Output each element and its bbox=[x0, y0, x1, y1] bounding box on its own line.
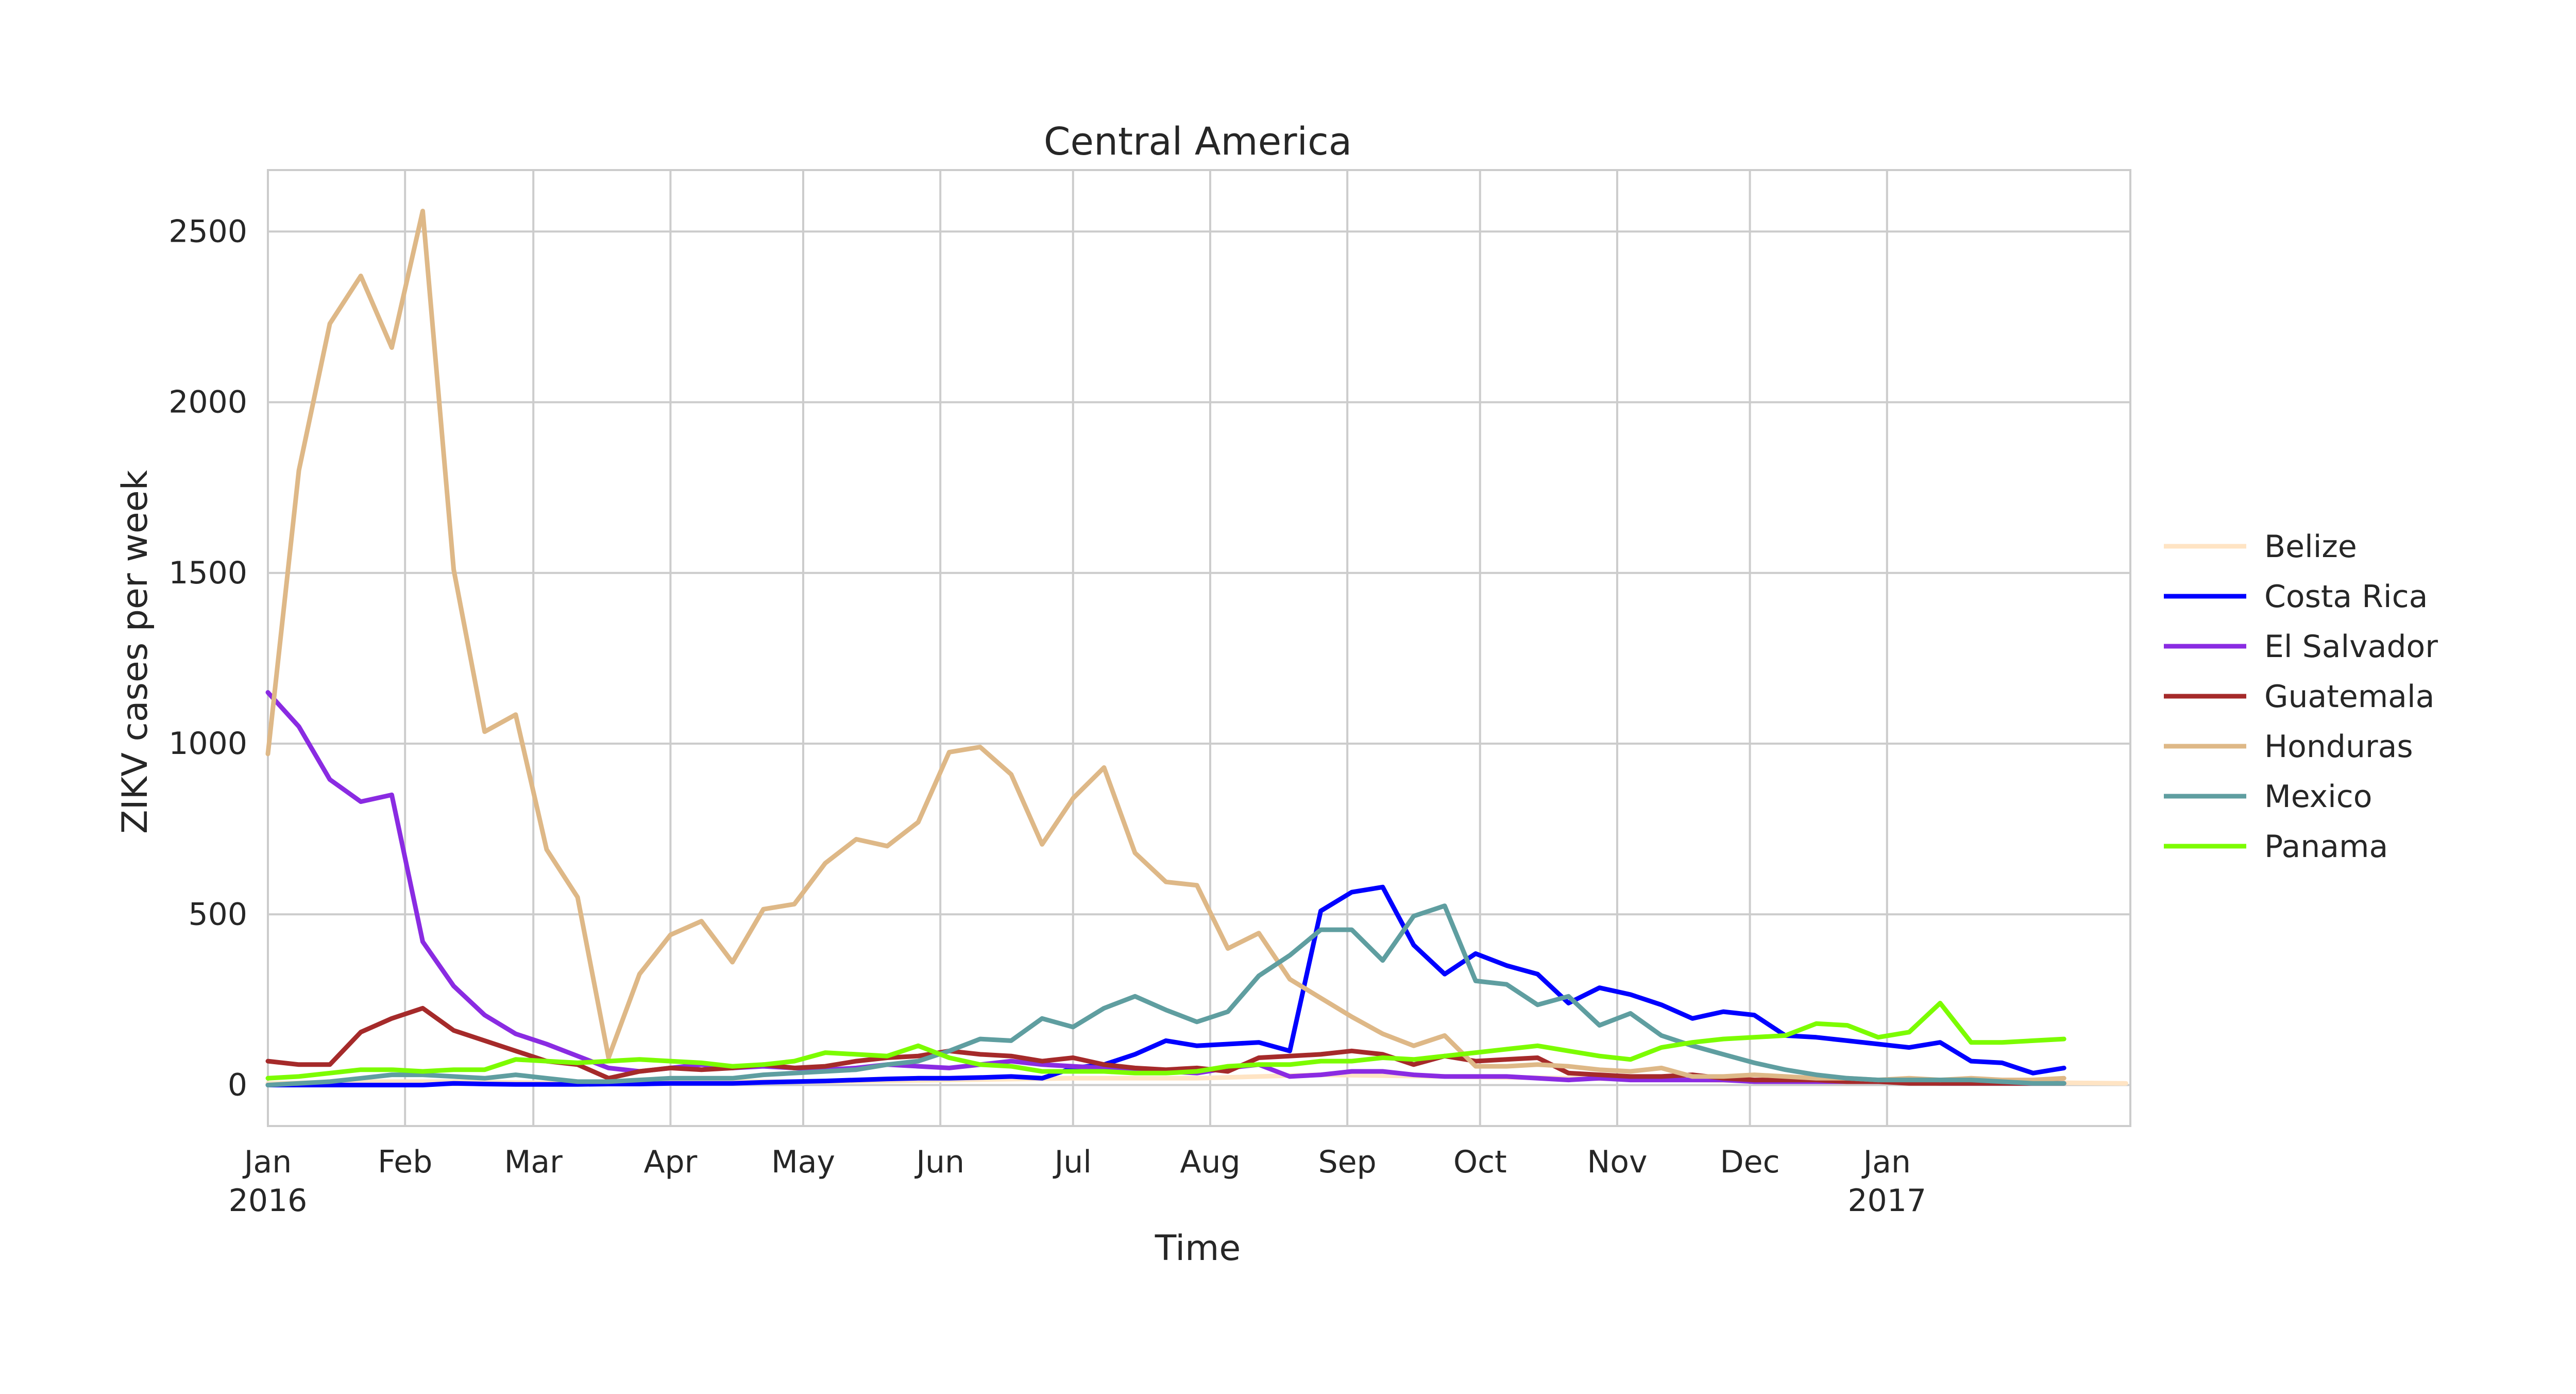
y-tick-label: 1000 bbox=[168, 726, 247, 762]
x-tick-label: May bbox=[771, 1144, 835, 1180]
legend-label: Panama bbox=[2264, 829, 2388, 865]
x-tick-label: Mar bbox=[504, 1144, 563, 1180]
series-layer bbox=[265, 209, 2128, 1087]
series-line-costa-rica bbox=[265, 884, 2066, 1087]
series-line-panama bbox=[265, 1001, 2066, 1081]
x-tick-label: Jan bbox=[1861, 1144, 1911, 1180]
plot-frame bbox=[267, 169, 2131, 1127]
legend-label: Belize bbox=[2264, 529, 2357, 565]
x-tick-year-label: 2016 bbox=[229, 1183, 308, 1219]
x-tick-label: Feb bbox=[378, 1144, 432, 1180]
y-tick-labels: 0 500 1000 1500 2000 2500 bbox=[168, 213, 247, 1103]
series-line-el-salvador bbox=[265, 690, 2066, 1086]
legend: Belize Costa Rica El Salvador Guatemala Hond… bbox=[2164, 529, 2438, 865]
x-axis-label: Time bbox=[1155, 1228, 1241, 1269]
x-tick-label: Jun bbox=[914, 1144, 964, 1180]
y-tick-label: 2500 bbox=[168, 213, 247, 249]
grid-lines bbox=[267, 170, 2130, 1126]
chart-title: Central America bbox=[1044, 120, 1352, 164]
series-line-honduras bbox=[265, 209, 2066, 1083]
legend-label: Mexico bbox=[2264, 779, 2372, 815]
y-tick-label: 0 bbox=[228, 1067, 247, 1103]
x-tick-label: Apr bbox=[643, 1144, 697, 1180]
y-tick-label: 1500 bbox=[168, 555, 247, 591]
x-tick-year-label: 2017 bbox=[1848, 1183, 1926, 1219]
x-tick-label: Oct bbox=[1453, 1144, 1507, 1180]
x-tick-label: Dec bbox=[1720, 1144, 1780, 1180]
y-axis-label: ZIKV cases per week bbox=[115, 469, 156, 834]
legend-label: Costa Rica bbox=[2264, 579, 2428, 615]
legend-label: Guatemala bbox=[2264, 679, 2434, 715]
series-line-mexico bbox=[265, 903, 2066, 1087]
x-tick-label: Aug bbox=[1180, 1144, 1240, 1180]
x-tick-label: Nov bbox=[1587, 1144, 1647, 1180]
y-tick-label: 2000 bbox=[168, 384, 247, 421]
y-tick-label: 500 bbox=[188, 896, 247, 932]
x-tick-label: Jul bbox=[1053, 1144, 1092, 1180]
x-tick-label: Sep bbox=[1318, 1144, 1377, 1180]
legend-label: Honduras bbox=[2264, 729, 2413, 765]
legend-label: El Salvador bbox=[2264, 629, 2438, 665]
x-tick-label: Jan bbox=[242, 1144, 292, 1180]
